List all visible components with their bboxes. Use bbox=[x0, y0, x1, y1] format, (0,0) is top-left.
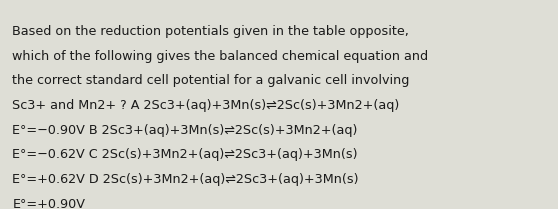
Text: E°=−0.62V C 2Sc(s)+3Mn2+(aq)⇌2Sc3+(aq)+3Mn(s): E°=−0.62V C 2Sc(s)+3Mn2+(aq)⇌2Sc3+(aq)+3… bbox=[12, 148, 358, 161]
Text: Based on the reduction potentials given in the table opposite,: Based on the reduction potentials given … bbox=[12, 25, 409, 38]
Text: the correct standard cell potential for a galvanic cell involving: the correct standard cell potential for … bbox=[12, 74, 410, 87]
Text: which of the following gives the balanced chemical equation and: which of the following gives the balance… bbox=[12, 50, 429, 63]
Text: E°=−0.90V B 2Sc3+(aq)+3Mn(s)⇌2Sc(s)+3Mn2+(aq): E°=−0.90V B 2Sc3+(aq)+3Mn(s)⇌2Sc(s)+3Mn2… bbox=[12, 124, 358, 137]
Text: E°=+0.62V D 2Sc(s)+3Mn2+(aq)⇌2Sc3+(aq)+3Mn(s): E°=+0.62V D 2Sc(s)+3Mn2+(aq)⇌2Sc3+(aq)+3… bbox=[12, 173, 359, 186]
Text: Sc3+ and Mn2+ ? A 2Sc3+(aq)+3Mn(s)⇌2Sc(s)+3Mn2+(aq): Sc3+ and Mn2+ ? A 2Sc3+(aq)+3Mn(s)⇌2Sc(s… bbox=[12, 99, 400, 112]
Text: E°=+0.90V: E°=+0.90V bbox=[12, 198, 85, 209]
